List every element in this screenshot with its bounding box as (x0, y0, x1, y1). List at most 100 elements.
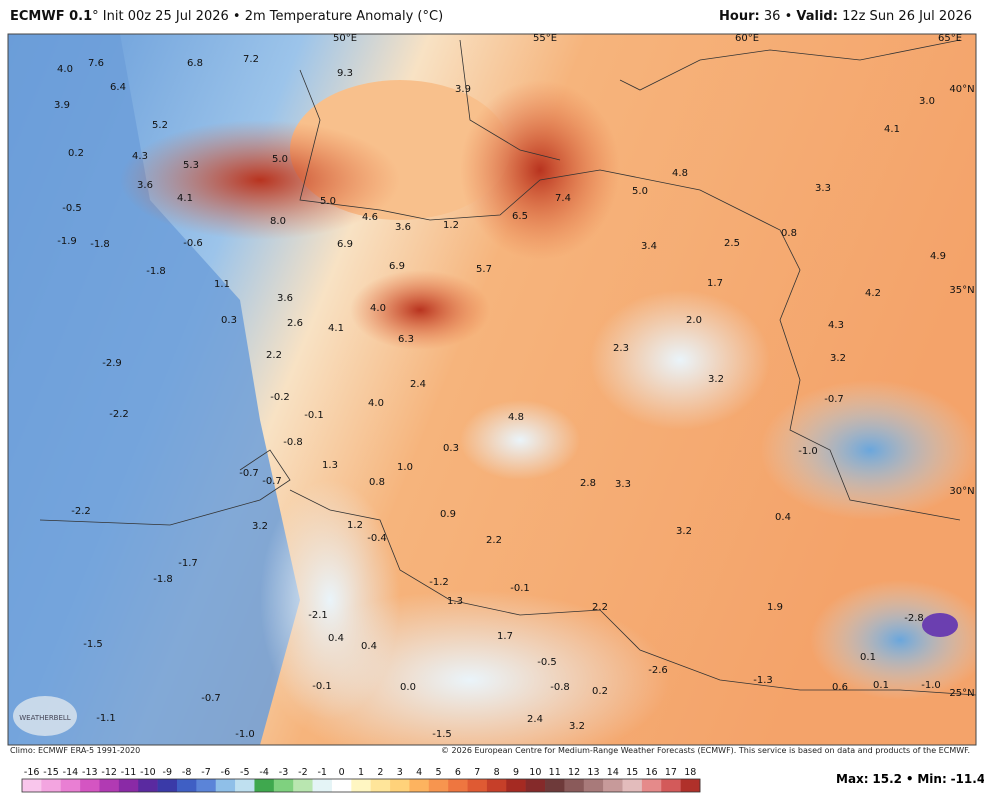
map-label: 2.2 (486, 535, 502, 546)
min-label: Min: (917, 772, 947, 786)
map-label: -0.7 (201, 693, 221, 704)
colorbar-swatch (622, 779, 643, 792)
map-label: -1.1 (96, 713, 116, 724)
colorbar-tick-label: -6 (221, 767, 230, 778)
map-label: -0.7 (239, 468, 259, 479)
colorbar-tick-label: 12 (568, 767, 580, 778)
map-label: -1.0 (798, 446, 818, 457)
map-label: 4.2 (865, 288, 881, 299)
map-label: 0.2 (68, 148, 84, 159)
map-label: 0.4 (361, 641, 377, 652)
map-label: 0.6 (832, 682, 848, 693)
axis-label: 35°N (949, 285, 974, 296)
map-label: 1.2 (443, 220, 459, 231)
colorbar-swatch (390, 779, 410, 792)
map-label: -1.9 (57, 236, 77, 247)
map-label: -0.5 (537, 657, 557, 668)
colorbar-swatch (467, 779, 488, 792)
colorbar-tick-label: -12 (101, 767, 117, 778)
colorbar-tick-label: -14 (63, 767, 79, 778)
colorbar-tick-label: 7 (474, 767, 480, 778)
valid-label: Valid: (796, 9, 838, 24)
map-label: -0.8 (550, 682, 570, 693)
map-label: -1.0 (235, 729, 255, 740)
colorbar-swatch (118, 779, 139, 792)
map-label: 2.5 (724, 238, 740, 249)
map-label: -2.6 (648, 665, 668, 676)
map-label: 7.2 (243, 54, 259, 65)
map-label: 3.3 (615, 479, 631, 490)
field: 2m Temperature Anomaly (°C) (244, 9, 444, 24)
colorbar-tick-label: -15 (43, 767, 59, 778)
colorbar-swatch (351, 779, 371, 792)
colorbar-tick-label: 16 (646, 767, 658, 778)
map-label: -1.0 (921, 680, 941, 691)
colorbar-swatch (157, 779, 178, 792)
map-label: 1.9 (767, 602, 783, 613)
hour-label: Hour: (719, 9, 760, 24)
map-label: 0.0 (400, 682, 416, 693)
map-label: 6.3 (398, 334, 414, 345)
map-label: 0.3 (443, 443, 459, 454)
colorbar-tick-label: 6 (455, 767, 461, 778)
colorbar-tick-label: 8 (494, 767, 500, 778)
map-label: 3.2 (569, 721, 585, 732)
colorbar-tick-label: -5 (240, 767, 249, 778)
colorbar-tick-label: 3 (397, 767, 403, 778)
init: ° Init 00z 25 Jul 2026 (92, 9, 229, 24)
map-label: -1.8 (146, 266, 166, 277)
map-label: 4.0 (370, 303, 386, 314)
map-label: 5.0 (272, 154, 288, 165)
map-label: 4.8 (508, 412, 524, 423)
colorbar-tick-label: 11 (549, 767, 561, 778)
map-label: 5.0 (320, 196, 336, 207)
hour: 36 (763, 9, 781, 24)
colorbar-swatch (80, 779, 100, 792)
colorbar-swatch (138, 779, 158, 792)
map-label: 0.8 (781, 228, 797, 239)
colorbar-tick-label: 13 (587, 767, 599, 778)
colorbar-swatch (176, 779, 197, 792)
map-label: 2.4 (410, 379, 426, 390)
min: -11.4 (950, 772, 984, 786)
colorbar-tick-label: 2 (377, 767, 383, 778)
colorbar: -16 -15 -14 -13 -12 -11 -10 -9 -8 -7 -6 -5 -4 -3 -2 -1 0… (21, 767, 701, 793)
map-label: 1.7 (497, 631, 513, 642)
map-label: -2.2 (109, 409, 129, 420)
map-label: 8.0 (270, 216, 286, 227)
colorbar-swatch (22, 779, 42, 792)
map-label: 3.0 (919, 96, 935, 107)
colorbar-swatch (196, 779, 217, 792)
colorbar-swatch (99, 779, 120, 792)
valid: 12z Sun 26 Jul 2026 (842, 9, 972, 24)
climo: Climo: ECMWF ERA-5 1991-2020 (10, 746, 141, 755)
map-label: 3.6 (277, 293, 293, 304)
map-label: 5.7 (476, 264, 492, 275)
map-label: 1.7 (707, 278, 723, 289)
logo: WEATHERBELL (19, 714, 71, 722)
map-label: -0.2 (270, 392, 290, 403)
colorbar-tick-label: 15 (626, 767, 638, 778)
colorbar-tick-label: -16 (24, 767, 40, 778)
colorbar-swatch (370, 779, 391, 792)
colorbar-tick-label: -8 (182, 767, 191, 778)
colorbar-swatch (661, 779, 681, 792)
colorbar-frame (21, 778, 701, 793)
map-label: 3.2 (708, 374, 724, 385)
map-label: 1.2 (347, 520, 363, 531)
colorbar-swatch (506, 779, 526, 792)
logo-badge (13, 696, 77, 736)
map-label: -1.7 (178, 558, 198, 569)
map-label: -1.3 (753, 675, 773, 686)
map-label: 4.6 (362, 212, 378, 223)
colorbar-swatch (564, 779, 585, 792)
map-label: 6.5 (512, 211, 528, 222)
map-label: 7.6 (88, 58, 104, 69)
axis-label: 60°E (735, 33, 759, 44)
map-label: -0.1 (312, 681, 332, 692)
map-label: 3.6 (137, 180, 153, 191)
map-label: -2.2 (71, 506, 91, 517)
colorbar-tick-label: 14 (607, 767, 619, 778)
separator: • (784, 9, 793, 24)
